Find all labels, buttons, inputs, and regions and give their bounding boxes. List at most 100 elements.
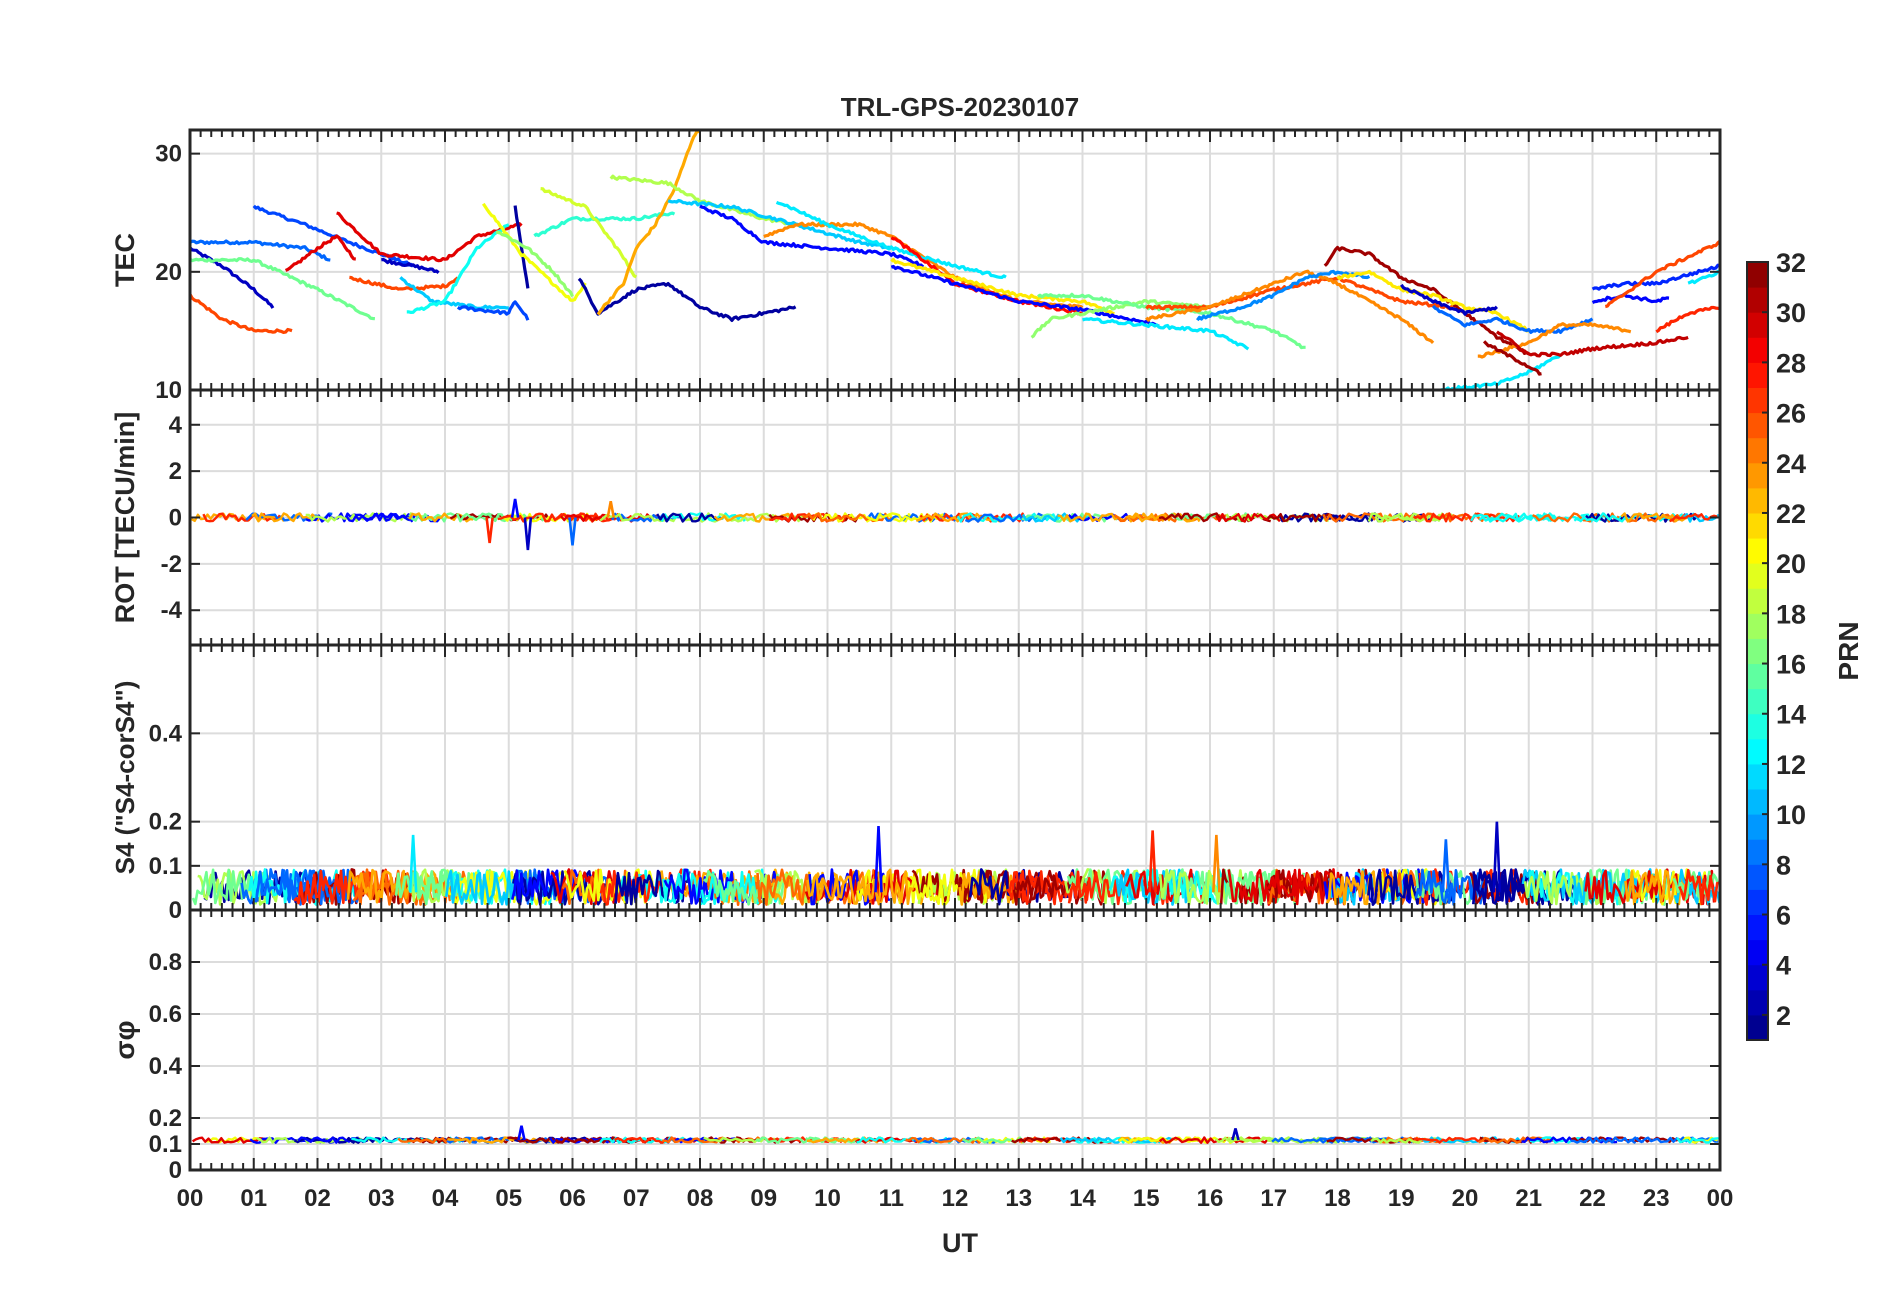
series-line-prn-13 bbox=[406, 223, 510, 314]
colorbar-band bbox=[1747, 663, 1768, 690]
series-noise-prn-25 bbox=[1478, 1136, 1553, 1144]
colorbar-tick-label: 32 bbox=[1776, 248, 1806, 278]
colorbar-band bbox=[1747, 814, 1768, 840]
series-noise-prn-16 bbox=[703, 869, 786, 906]
series-noise-prn-25 bbox=[1322, 512, 1426, 523]
series-line-prn-12 bbox=[1082, 317, 1250, 351]
series-line-prn-23 bbox=[596, 130, 701, 316]
colorbar-band bbox=[1747, 989, 1768, 1016]
y-tick-label: 0 bbox=[169, 505, 182, 532]
colorbar-label: PRN bbox=[1833, 621, 1864, 680]
x-tick-labels: 00 01 02 03 04 05 06 07 08 09 10 11 12 13 14 15 16 17 18 19… bbox=[177, 1185, 1734, 1212]
x-tick-label: 02 bbox=[304, 1185, 331, 1212]
colorbar-band bbox=[1747, 512, 1768, 539]
series-noise-prn-23 bbox=[1624, 868, 1692, 906]
colorbar-tick-label: 16 bbox=[1776, 650, 1806, 680]
series-spike bbox=[408, 834, 418, 893]
series-noise-prn-27 bbox=[1669, 512, 1718, 523]
series-spike bbox=[1441, 839, 1451, 893]
x-tick-label: 07 bbox=[623, 1185, 650, 1212]
series-noise-prn-11 bbox=[445, 869, 515, 906]
series-noise-prn-5 bbox=[1521, 1136, 1618, 1144]
colorbar-tick-label: 10 bbox=[1776, 800, 1806, 830]
colorbar-tick-label: 18 bbox=[1776, 599, 1806, 629]
series-line-prn-12 bbox=[775, 200, 1007, 279]
colorbar-band bbox=[1747, 713, 1768, 740]
y-tick-label: -4 bbox=[161, 597, 183, 624]
y-axis-label: TEC bbox=[110, 233, 140, 287]
y-axis-label: σφ bbox=[109, 1020, 140, 1059]
x-tick-label: 13 bbox=[1005, 1185, 1032, 1212]
series-noise-prn-31 bbox=[1571, 1136, 1633, 1144]
colorbar-band bbox=[1747, 1014, 1768, 1041]
panel-sigmaphi: 00.10.2 0.4 0.6 0.8 σφ 00 01 02 03 04 05 06 07 08 09 10… bbox=[109, 908, 1734, 1212]
series-noise-prn-18 bbox=[1374, 512, 1453, 523]
y-axis-label: ROT [TECU/min] bbox=[110, 412, 140, 623]
x-tick-label: 10 bbox=[814, 1185, 841, 1212]
y-ticks: 0 0.1 0.2 0.4 bbox=[149, 720, 1720, 924]
colorbar-tick-label: 20 bbox=[1776, 549, 1806, 579]
x-tick-label: 21 bbox=[1515, 1185, 1542, 1212]
colorbar-tick-label: 6 bbox=[1776, 901, 1791, 931]
series-noise-prn-23 bbox=[251, 512, 320, 523]
series-spike bbox=[874, 826, 883, 893]
y-tick-label: 0.2 bbox=[149, 1105, 182, 1132]
series-noise-prn-18 bbox=[1214, 1136, 1278, 1144]
colorbar-tick-label: 8 bbox=[1776, 850, 1791, 880]
colorbar-band bbox=[1747, 638, 1768, 665]
colorbar-band bbox=[1747, 287, 1768, 313]
series-noise-prn-5 bbox=[297, 1136, 359, 1144]
series-line-prn-9 bbox=[1196, 269, 1371, 322]
series-line-prn-5 bbox=[699, 204, 925, 269]
colorbar-band bbox=[1747, 362, 1768, 388]
x-tick-label: 05 bbox=[495, 1185, 522, 1212]
colorbar-tick-label: 30 bbox=[1776, 298, 1806, 328]
colorbar-band bbox=[1747, 538, 1768, 564]
series-noise-prn-29 bbox=[191, 1136, 270, 1144]
colorbar-band bbox=[1747, 462, 1768, 489]
x-tick-label: 11 bbox=[879, 1185, 904, 1212]
y-tick-label: 0.1 bbox=[149, 853, 182, 880]
y-tick-label: 0 bbox=[169, 897, 182, 924]
series-line-prn-2 bbox=[577, 277, 797, 322]
series-noise-prn-8 bbox=[1628, 1136, 1719, 1144]
series-line-prn-21 bbox=[890, 257, 1115, 316]
series-line-prn-26 bbox=[349, 275, 459, 292]
colorbar-band bbox=[1747, 563, 1768, 589]
y-axis-label: S4 ("S4-corS4") bbox=[110, 681, 140, 875]
colorbar-band bbox=[1747, 387, 1768, 414]
y-tick-label: 4 bbox=[169, 412, 183, 439]
series-line-prn-5 bbox=[890, 264, 1160, 328]
y-tick-label: 0.1 bbox=[149, 1131, 182, 1158]
x-tick-label: 16 bbox=[1197, 1185, 1224, 1212]
y-tick-label: 0.6 bbox=[149, 1001, 182, 1028]
series-line-prn-27 bbox=[1655, 305, 1720, 334]
colorbar-band bbox=[1747, 964, 1768, 991]
series-line-prn-3 bbox=[381, 257, 440, 274]
x-ticks bbox=[189, 910, 1721, 1170]
y-tick-label: -2 bbox=[161, 551, 182, 578]
series-line-prn-16 bbox=[190, 257, 376, 321]
figure-title: TRL-GPS-20230107 bbox=[841, 92, 1079, 122]
colorbar-tick-label: 14 bbox=[1776, 700, 1806, 730]
y-tick-label: 0.4 bbox=[149, 720, 183, 747]
series-noise-prn-2 bbox=[614, 869, 691, 906]
y-tick-label: 0.8 bbox=[149, 949, 182, 976]
series-spike bbox=[1231, 1128, 1240, 1141]
x-tick-label: 22 bbox=[1579, 1185, 1606, 1212]
series-spike bbox=[523, 517, 533, 551]
y-ticks: 00.10.2 0.4 0.6 0.8 bbox=[149, 949, 1720, 1184]
series-line-prn-19 bbox=[540, 187, 638, 279]
series-noise-prn-2 bbox=[656, 512, 722, 523]
x-tick-label: 06 bbox=[559, 1185, 586, 1212]
series-group bbox=[190, 130, 1720, 390]
colorbar-tick-label: 26 bbox=[1776, 399, 1806, 429]
y-tick-label: 10 bbox=[155, 377, 182, 404]
colorbar-tick-label: 28 bbox=[1776, 348, 1806, 378]
series-line-prn-11 bbox=[399, 276, 509, 310]
colorbar-band bbox=[1747, 939, 1768, 966]
series-line-prn-29 bbox=[284, 234, 356, 272]
series-spike bbox=[606, 501, 616, 518]
colorbar-tick-label: 24 bbox=[1776, 449, 1806, 479]
